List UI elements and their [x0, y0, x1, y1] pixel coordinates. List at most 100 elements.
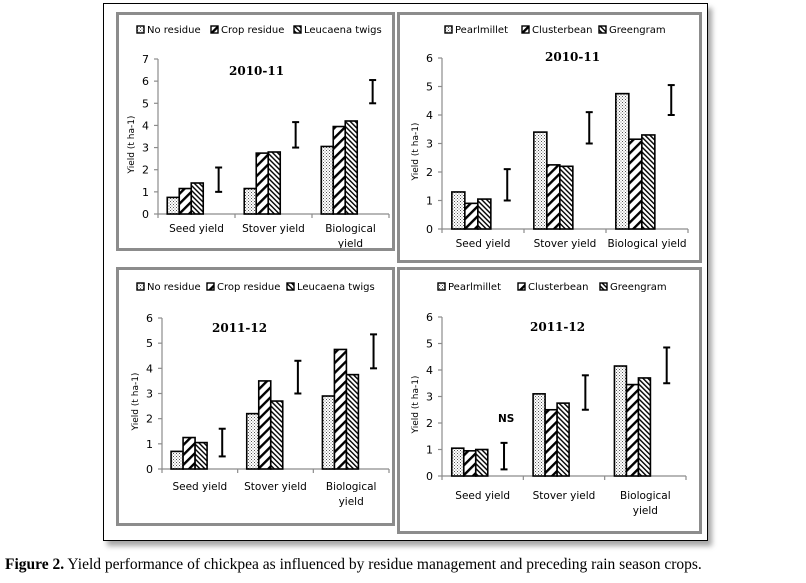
legend-swatch	[210, 25, 219, 34]
legend-swatch	[517, 282, 526, 291]
y-axis-label: Yield (t ha-1)	[411, 376, 421, 435]
bar	[320, 145, 335, 215]
bar	[243, 187, 258, 215]
y-tick-label: 6	[426, 311, 433, 324]
y-tick-label: 6	[426, 52, 433, 65]
chart-svg: No residue Crop residue Leucaena twigs 2011…	[131, 282, 390, 508]
legend-label: No residue	[147, 282, 201, 293]
legend-swatch	[286, 282, 295, 291]
legend-label: No residue	[147, 25, 201, 36]
chart-title: 2010-11	[229, 64, 284, 78]
x-category-label: Biological	[326, 481, 377, 493]
error-bar	[215, 166, 223, 193]
legend-label: Greengram	[609, 25, 666, 36]
bar	[613, 365, 628, 477]
y-tick-label: 2	[142, 164, 149, 177]
bar	[625, 383, 640, 477]
chart-panel-crops-2010-11: Pearlmillet Clusterbean Greengram 2010-11 0 1…	[397, 12, 702, 263]
legend-item: Pearlmillet	[444, 25, 508, 36]
y-tick-label: 6	[146, 312, 153, 325]
x-category-label: yield	[633, 505, 658, 517]
legend-item: Clusterbean	[521, 25, 592, 36]
legend-item: Leucaena twigs	[286, 282, 375, 293]
bar	[170, 450, 184, 470]
y-tick-label: 5	[142, 97, 149, 110]
bar	[182, 436, 196, 470]
figure-caption: Figure 2. Yield performance of chickpea …	[5, 556, 805, 574]
y-tick-label: 3	[426, 138, 433, 151]
chart-title: 2011-12	[530, 320, 585, 334]
bar	[556, 402, 570, 477]
chart-title: 2011-12	[212, 321, 267, 335]
bar	[546, 164, 561, 230]
bar	[451, 191, 466, 230]
bar	[474, 448, 489, 477]
y-tick-label: 2	[426, 166, 433, 179]
error-bar	[585, 111, 593, 145]
y-tick-label: 3	[146, 388, 153, 401]
y-tick-label: 4	[426, 109, 433, 122]
chart-panel-residue-2010-11: No residue Crop residue Leucaena twigs 2010…	[116, 12, 395, 251]
x-category-label: Stover yield	[534, 238, 597, 250]
legend-item: Greengram	[598, 25, 666, 36]
legend-label: Clusterbean	[528, 282, 588, 293]
legend-label: Pearlmillet	[455, 25, 508, 36]
figure-label: Figure 2.	[5, 556, 65, 573]
x-category-label: Seed yield	[455, 490, 510, 502]
legend-item: Crop residue	[210, 25, 284, 36]
x-category-label: yield	[339, 496, 364, 508]
legend-swatch	[293, 25, 302, 34]
y-axis-label: Yield (t ha-1)	[131, 373, 141, 432]
bar	[464, 202, 479, 230]
legend-item: Pearlmillet	[437, 282, 501, 293]
x-category-label: Stover yield	[244, 481, 307, 493]
legend-item: Greengram	[599, 282, 667, 293]
bar	[255, 152, 270, 215]
legend-swatch	[521, 25, 530, 34]
legend-item: No residue	[136, 282, 201, 293]
bar	[190, 182, 205, 215]
legend-item: No residue	[136, 25, 201, 36]
legend-label: Crop residue	[221, 25, 284, 36]
bar	[544, 408, 558, 477]
chart-title: 2010-11	[545, 50, 600, 64]
bar	[269, 400, 284, 470]
x-category-label: Biological yield	[607, 238, 686, 250]
legend-swatch	[136, 25, 145, 34]
chart-panel-residue-2011-12: No residue Crop residue Leucaena twigs 2011…	[116, 267, 395, 526]
bar	[450, 447, 465, 477]
chart-panel-crops-2011-12: Pearlmillet Clusterbean Greengram 2011-12 0 1…	[397, 267, 702, 534]
error-bar	[667, 84, 675, 116]
legend-label: Leucaena twigs	[304, 25, 382, 36]
legend-swatch	[599, 282, 608, 291]
y-tick-label: 2	[146, 413, 153, 426]
bar	[344, 120, 359, 215]
y-tick-label: 4	[142, 119, 149, 132]
y-tick-label: 4	[426, 364, 433, 377]
y-tick-label: 5	[426, 338, 433, 351]
chart-svg: Pearlmillet Clusterbean Greengram 2011-12 0 1…	[411, 282, 687, 517]
y-axis-label: Yield (t ha-1)	[127, 116, 137, 175]
error-bar	[370, 333, 378, 370]
bar	[615, 92, 630, 230]
bar	[345, 373, 360, 470]
y-tick-label: 3	[426, 391, 433, 404]
legend-item: Leucaena twigs	[293, 25, 382, 36]
error-bar	[294, 359, 302, 395]
bar	[628, 138, 643, 230]
legend-item: Clusterbean	[517, 282, 588, 293]
y-tick-label: 5	[426, 81, 433, 94]
error-bar	[581, 374, 589, 411]
y-tick-label: 1	[426, 195, 433, 208]
bar	[321, 395, 336, 470]
y-tick-label: 1	[142, 186, 149, 199]
error-bar	[503, 168, 511, 202]
y-tick-label: 0	[146, 463, 153, 476]
y-tick-label: 1	[426, 444, 433, 457]
legend-swatch	[437, 282, 446, 291]
bar	[194, 441, 208, 470]
legend-swatch	[598, 25, 607, 34]
error-bar	[663, 346, 671, 385]
x-category-label: Seed yield	[172, 481, 227, 493]
y-tick-label: 7	[142, 53, 149, 66]
